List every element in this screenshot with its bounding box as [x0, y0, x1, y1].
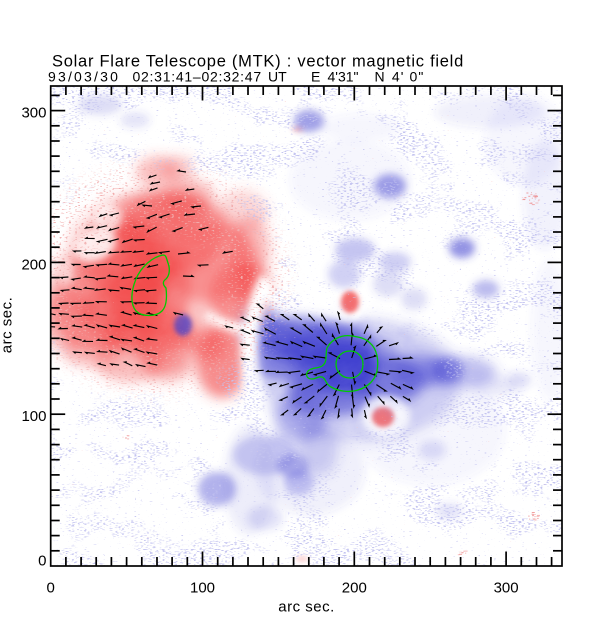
svg-text:arc sec.: arc sec. [278, 599, 335, 616]
svg-text:200: 200 [21, 256, 46, 273]
svg-text:arc sec.: arc sec. [0, 297, 15, 354]
svg-text:0: 0 [47, 580, 55, 597]
svg-text:UT: UT [268, 69, 287, 85]
svg-text:N: N [375, 69, 385, 85]
svg-text:4'31": 4'31" [328, 69, 359, 85]
svg-text:Solar Flare Telescope (MTK) :: Solar Flare Telescope (MTK) : vector mag… [52, 53, 464, 71]
svg-text:4' 0": 4' 0" [392, 69, 425, 85]
svg-text:02:31:41–02:32:47: 02:31:41–02:32:47 [133, 69, 262, 85]
svg-text:300: 300 [21, 105, 46, 122]
svg-text:100: 100 [190, 580, 215, 597]
svg-text:200: 200 [342, 580, 367, 597]
svg-text:93/03/30: 93/03/30 [48, 69, 120, 85]
svg-text:300: 300 [494, 580, 519, 597]
svg-text:0: 0 [38, 553, 46, 570]
svg-text:E: E [311, 69, 320, 85]
svg-text:100: 100 [21, 408, 46, 425]
